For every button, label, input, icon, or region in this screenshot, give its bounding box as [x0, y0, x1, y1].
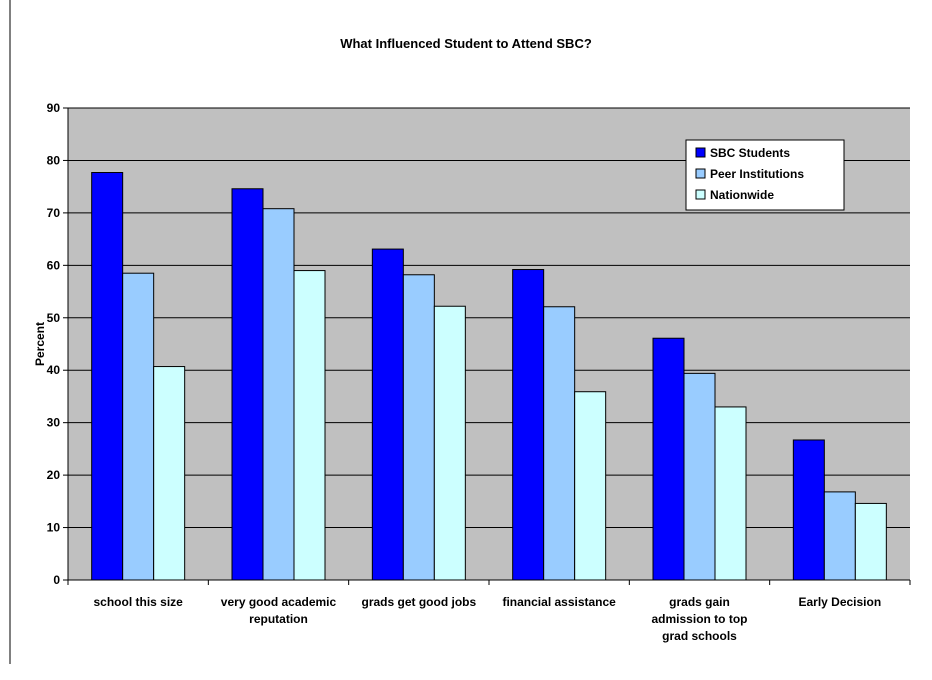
x-category-label: school this size [93, 595, 183, 609]
y-axis-title: Percent [33, 322, 47, 366]
y-tick-label: 90 [47, 101, 61, 115]
bar-sbc [231, 188, 264, 581]
bar-peer [683, 372, 716, 581]
bar-nation [854, 502, 887, 581]
bar-sbc [512, 269, 545, 581]
bar-sbc [652, 337, 685, 581]
x-category-label: grads gain admission to top grad schools [652, 595, 748, 643]
bar-peer [402, 274, 435, 581]
bar-sbc [371, 248, 404, 581]
legend-box [685, 139, 845, 211]
y-tick-label: 70 [47, 206, 61, 220]
legend: SBC Students Peer Institutions Nationwide [685, 139, 845, 211]
chart-title: What Influenced Student to Attend SBC? [340, 36, 592, 51]
bar-nation [293, 270, 326, 581]
y-tick-label: 80 [47, 153, 61, 167]
legend-label-sbc: SBC Students [710, 146, 790, 160]
bars [91, 172, 887, 581]
legend-label-peer: Peer Institutions [710, 167, 804, 181]
y-tick-label: 20 [47, 468, 61, 482]
y-tick-label: 40 [47, 363, 61, 377]
legend-label-nation: Nationwide [710, 188, 774, 202]
legend-swatch-sbc [695, 147, 706, 158]
x-category-label: financial assistance [502, 595, 616, 609]
bar-nation [574, 391, 607, 581]
bar-nation [714, 406, 747, 581]
gridlines [68, 107, 910, 529]
y-tick-label: 30 [47, 416, 61, 430]
bar-nation [153, 366, 186, 581]
x-category-label: very good academic reputation [221, 595, 337, 626]
bar-sbc [792, 439, 825, 581]
bar-sbc [91, 172, 124, 581]
x-axis-categories: school this size very good academic reputa… [67, 580, 911, 643]
legend-swatch-peer [695, 168, 706, 179]
x-category-label: grads get good jobs [361, 595, 476, 609]
bar-peer [122, 272, 155, 581]
y-tick-label: 50 [47, 311, 61, 325]
bar-peer [823, 491, 856, 581]
y-tick-label: 10 [47, 521, 61, 535]
bar-peer [262, 208, 295, 581]
y-tick-label: 0 [53, 573, 60, 587]
x-category-label: Early Decision [798, 595, 881, 609]
bar-nation [433, 305, 466, 581]
y-axis-ticks: 0 10 20 30 40 50 60 70 80 90 [47, 101, 68, 587]
legend-swatch-nation [695, 189, 706, 200]
y-tick-label: 60 [47, 258, 61, 272]
bar-peer [543, 306, 576, 581]
